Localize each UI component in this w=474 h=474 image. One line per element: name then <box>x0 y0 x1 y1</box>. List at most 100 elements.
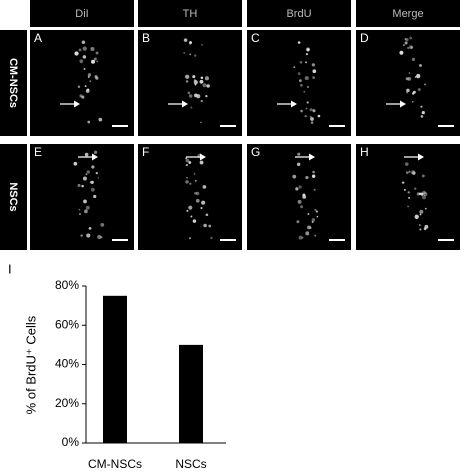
cell-spot <box>93 57 97 61</box>
cell-spot <box>199 160 204 165</box>
cell-spot <box>87 120 91 124</box>
column-header-bg <box>247 0 351 27</box>
cell-spot <box>190 215 193 218</box>
cell-spot <box>300 83 303 87</box>
cell-spot <box>411 57 416 61</box>
cell-spot <box>193 80 198 85</box>
cell-spot <box>304 76 309 81</box>
cell-spot <box>193 172 196 175</box>
cell-spot <box>421 111 425 115</box>
cell-spot <box>74 51 79 56</box>
cell-spot <box>193 54 197 57</box>
cell-spot <box>419 228 422 231</box>
cell-spot <box>91 165 95 169</box>
cell-spot <box>78 48 82 52</box>
cell-spot <box>96 60 98 63</box>
cell-spot <box>421 174 425 178</box>
cell-spot <box>183 38 188 42</box>
cell-spot <box>83 68 86 70</box>
micrograph <box>30 30 134 136</box>
cell-spot <box>412 90 416 94</box>
row-label: NSCs <box>7 182 19 211</box>
cell-spot <box>309 115 312 118</box>
cell-spot <box>312 170 315 174</box>
cell-spot <box>403 188 406 191</box>
y-tick-label: 80% <box>55 278 79 292</box>
cell-spot <box>297 199 302 204</box>
cell-spot <box>82 176 87 181</box>
cell-spot <box>292 174 297 179</box>
cell-spot <box>300 205 304 209</box>
y-axis-label: % of BrdU⁺ Cells <box>23 315 38 414</box>
cell-spot <box>91 59 96 64</box>
cell-spot <box>414 187 417 190</box>
micrograph <box>356 144 460 250</box>
y-tick-label: 40% <box>55 357 79 371</box>
cell-spot <box>311 63 316 67</box>
cell-spot <box>312 69 317 74</box>
arrow-head <box>182 100 188 108</box>
cell-spot <box>423 191 428 197</box>
cell-spot <box>100 223 105 227</box>
column-header: Merge <box>392 8 423 20</box>
cell-spot <box>88 226 92 230</box>
cell-spot <box>90 180 94 184</box>
cell-spot <box>194 191 197 195</box>
micrograph <box>30 144 134 250</box>
row-label-bg <box>0 144 27 250</box>
cell-spot <box>408 196 411 199</box>
cell-spot <box>83 209 88 214</box>
cell-spot <box>200 121 202 124</box>
cell-spot <box>420 115 424 118</box>
row-label-bg <box>0 30 27 136</box>
cell-spot <box>81 40 86 44</box>
cell-spot <box>201 200 206 205</box>
cell-spot <box>422 190 426 195</box>
cell-spot <box>189 41 192 45</box>
cell-spot <box>77 85 81 89</box>
cell-spot <box>410 46 414 49</box>
cell-spot <box>419 224 421 226</box>
micrograph <box>247 30 351 136</box>
column-header: TH <box>183 8 198 20</box>
cell-spot <box>85 173 88 176</box>
cell-spot <box>81 184 84 188</box>
cell-spot <box>303 90 306 93</box>
cell-spot <box>412 171 416 175</box>
cell-spot <box>305 175 309 180</box>
column-header: DiI <box>75 8 88 20</box>
cell-spot <box>407 205 409 208</box>
cell-spot <box>419 213 422 216</box>
cell-spot <box>311 221 314 223</box>
y-tick-label: 60% <box>55 317 79 331</box>
cell-spot <box>399 50 404 55</box>
cell-spot <box>411 100 414 103</box>
cell-spot <box>87 88 90 91</box>
cell-spot <box>402 44 405 47</box>
cell-spot <box>189 237 191 240</box>
x-tick-label: NSCs <box>175 457 206 471</box>
arrow-head <box>400 100 406 108</box>
cell-spot <box>202 83 207 88</box>
cell-spot <box>85 205 90 210</box>
cell-spot <box>293 66 296 68</box>
cell-spot <box>419 209 424 214</box>
cell-spot <box>296 220 300 224</box>
cell-spot <box>82 55 87 59</box>
cell-spot <box>311 218 316 222</box>
cell-spot <box>95 76 99 80</box>
panel-letter: H <box>360 145 369 159</box>
cell-spot <box>204 76 209 81</box>
cell-spot <box>183 51 186 54</box>
arrow-head <box>92 153 98 161</box>
column-header: BrdU <box>286 8 311 20</box>
cell-spot <box>416 73 421 79</box>
cell-spot <box>296 162 301 167</box>
cell-spot <box>309 108 313 112</box>
arrow-head <box>418 153 424 161</box>
cell-spot <box>302 193 306 197</box>
cell-spot <box>95 51 99 55</box>
cell-spot <box>416 192 420 196</box>
cell-spot <box>95 172 98 175</box>
